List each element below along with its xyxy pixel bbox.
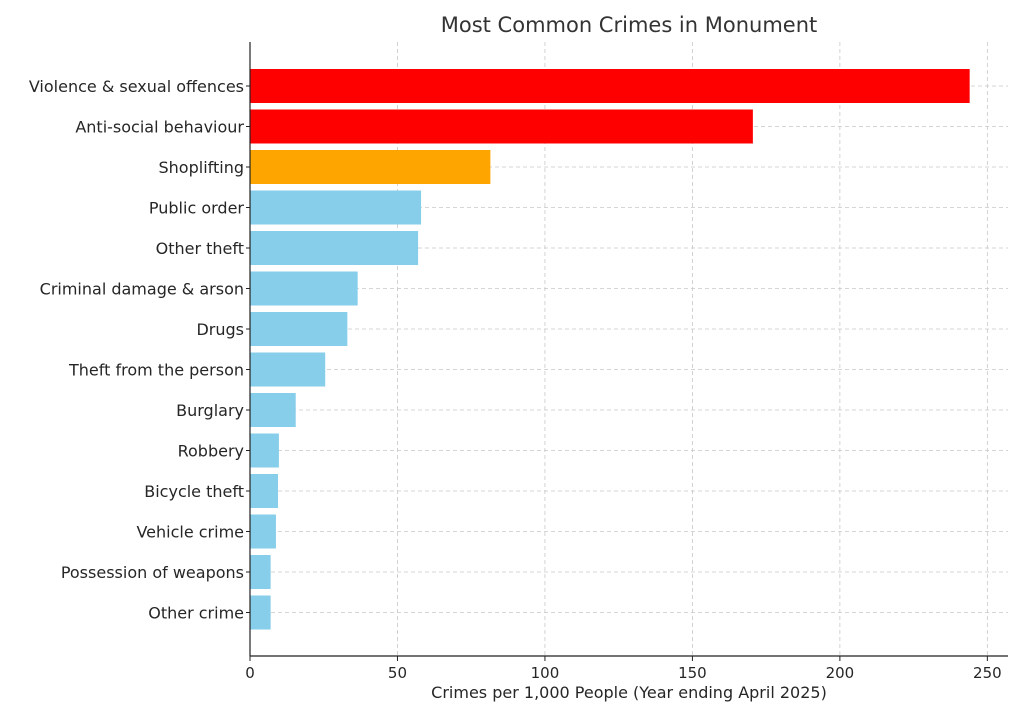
category-label: Vehicle crime <box>136 523 244 542</box>
category-label: Bicycle theft <box>144 482 244 501</box>
x-tick-label: 250 <box>973 664 1002 682</box>
category-label: Anti-social behaviour <box>75 118 244 137</box>
category-labels: Violence & sexual offences Anti-social be… <box>29 77 245 623</box>
category-label: Theft from the person <box>68 361 244 380</box>
category-label: Public order <box>149 199 245 218</box>
category-label: Shoplifting <box>159 158 245 177</box>
category-label: Robbery <box>178 442 244 461</box>
bar <box>250 433 279 468</box>
x-ticks: 0 50 100 150 200 250 <box>245 85 1002 682</box>
x-tick-label: 200 <box>826 664 855 682</box>
bar <box>250 150 491 184</box>
x-axis-label: Crimes per 1,000 People (Year ending Apr… <box>431 683 827 702</box>
bar <box>250 595 271 630</box>
chart-title: Most Common Crimes in Monument <box>441 13 818 37</box>
bar <box>250 352 326 387</box>
category-label: Violence & sexual offences <box>29 77 244 96</box>
bar <box>250 271 358 306</box>
category-label: Other theft <box>156 239 244 258</box>
x-tick-label: 100 <box>531 664 560 682</box>
bar <box>250 109 753 144</box>
bar <box>250 514 276 549</box>
axes <box>249 42 1008 657</box>
bar <box>250 190 422 225</box>
x-tick-label: 150 <box>678 664 707 682</box>
bar <box>250 393 296 427</box>
bar <box>250 69 970 103</box>
bar <box>250 312 348 346</box>
x-tick-label: 0 <box>245 664 255 682</box>
category-label: Other crime <box>148 604 244 623</box>
category-label: Drugs <box>196 320 244 339</box>
bar <box>250 231 419 265</box>
bar <box>250 474 279 508</box>
category-label: Criminal damage & arson <box>40 280 244 299</box>
category-label: Burglary <box>176 401 244 420</box>
bars <box>250 69 970 630</box>
x-tick-label: 50 <box>388 664 407 682</box>
category-label: Possession of weapons <box>61 563 244 582</box>
bar <box>250 555 271 589</box>
